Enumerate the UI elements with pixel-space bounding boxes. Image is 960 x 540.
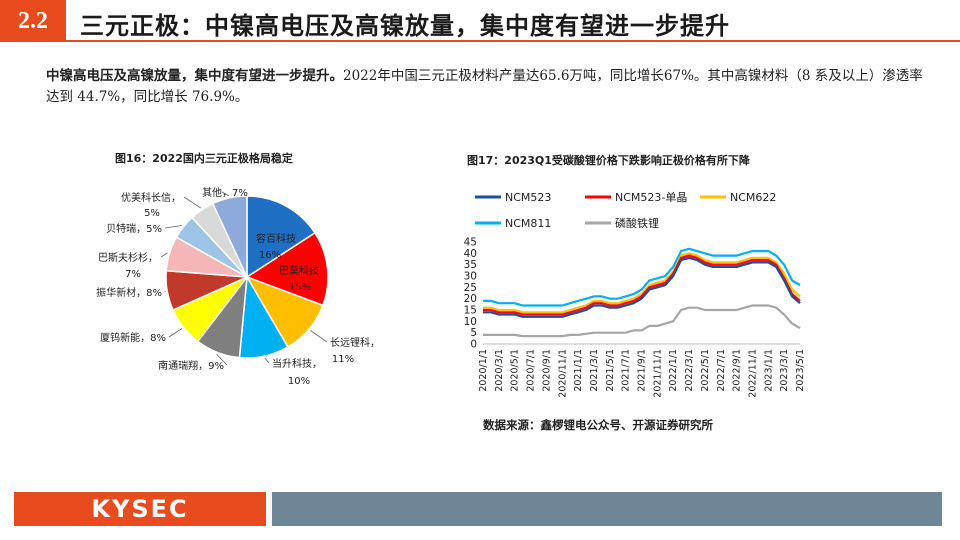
series-line-NCM523 <box>483 256 801 318</box>
x-tick-label: 2022/1/1 <box>668 349 679 392</box>
summary-text: 2022年中国三元正极材料产量达65.6万吨，同比增长67%。其中高镍材料（8 … <box>46 68 923 105</box>
x-tick-label: 2022/9/1 <box>732 349 743 392</box>
pie-slice-容百科技 <box>246 195 316 279</box>
y-tick-label: 10 <box>464 316 477 328</box>
summary-bold: 中镍高电压及高镍放量，集中度有望进一步提升。 <box>46 68 343 84</box>
pie-leader-line <box>216 354 228 366</box>
pie-label-name: 优美科长信， <box>121 191 181 204</box>
title-underline <box>66 40 960 42</box>
x-tick-label: 2020/5/1 <box>510 349 521 392</box>
pie-slice-巴莫科技 <box>245 231 329 307</box>
pie-leader-line <box>164 225 182 229</box>
x-tick-label: 2021/11/1 <box>652 349 663 398</box>
x-tick-label: 2021/7/1 <box>621 349 632 392</box>
pie-label: 厦钨新能，8% <box>100 331 166 344</box>
pie-label-name: 巴斯夫杉杉， <box>98 251 158 264</box>
y-tick-label: 45 <box>464 237 477 249</box>
x-tick-label: 2022/7/1 <box>716 349 727 392</box>
pie-label-value: 7% <box>125 269 141 280</box>
x-tick-label: 2021/9/1 <box>637 349 648 392</box>
pie-leader-line <box>160 252 168 258</box>
figure16-caption: 图16：2022国内三元正极格局稳定 <box>115 152 293 165</box>
x-tick-label: 2022/5/1 <box>700 349 711 392</box>
x-tick-label: 2022/3/1 <box>684 349 695 392</box>
y-tick-label: 30 <box>464 271 477 283</box>
section-number: 2.2 <box>0 0 66 42</box>
pie-slice-其他 <box>211 195 248 278</box>
slide-title: 三元正极：中镍高电压及高镍放量，集中度有望进一步提升 <box>80 12 730 40</box>
pie-label-name: 长远锂科， <box>330 336 380 349</box>
x-tick-label: 2020/9/1 <box>541 349 552 392</box>
y-tick-label: 25 <box>464 282 477 294</box>
y-tick-label: 20 <box>464 293 477 305</box>
footer-bar <box>272 492 942 526</box>
x-tick-label: 2020/11/1 <box>557 349 568 398</box>
pie-leader-line <box>310 330 328 343</box>
legend-label: NCM523-单晶 <box>615 191 687 204</box>
pie-label-value: 10% <box>288 376 310 387</box>
pie-label: 贝特瑞，5% <box>106 223 162 235</box>
pie-leader-line <box>264 357 270 364</box>
legend-label: NCM811 <box>505 217 551 230</box>
x-tick-label: 2020/7/1 <box>526 349 537 392</box>
pie-label: 南通瑞翔，9% <box>158 359 224 372</box>
legend-label: NCM523 <box>505 191 551 204</box>
pie-leader-line <box>221 191 230 197</box>
y-tick-label: 40 <box>464 248 477 260</box>
logo-text: KYSEC <box>91 495 189 523</box>
series-line-NCM811 <box>483 247 801 307</box>
y-tick-label: 5 <box>470 327 477 339</box>
pie-label-value: 5% <box>144 208 160 219</box>
pie-label-value: 11% <box>332 354 354 365</box>
y-tick-label: 0 <box>470 339 477 351</box>
y-tick-label: 15 <box>464 305 477 317</box>
x-tick-label: 2022/11/1 <box>747 349 758 398</box>
series-line-NCM622 <box>483 252 801 314</box>
x-tick-label: 2023/1/1 <box>763 349 774 392</box>
pie-label-name: 当升科技， <box>272 357 322 370</box>
pie-label: 振华新材，8% <box>96 286 162 299</box>
x-tick-label: 2020/1/1 <box>478 349 489 392</box>
summary-paragraph: 中镍高电压及高镍放量，集中度有望进一步提升。2022年中国三元正极材料产量达65… <box>46 66 926 108</box>
figure17-caption: 图17：2023Q1受碳酸锂价格下跌影响正极价格有所下降 <box>467 154 750 167</box>
series-line-磷酸铁锂 <box>483 304 801 338</box>
pie-label-name: 巴莫科技 <box>279 264 319 277</box>
x-tick-label: 2023/3/1 <box>779 349 790 392</box>
x-tick-label: 2020/3/1 <box>494 349 505 392</box>
y-tick-label: 35 <box>464 259 477 271</box>
pie-label-name: 容百科技 <box>256 232 296 245</box>
pie-leader-line <box>168 328 183 338</box>
data-source: 数据来源：鑫椤锂电公众号、开源证券研究所 <box>483 418 713 432</box>
legend-label: NCM622 <box>730 191 776 204</box>
pie-label: 其他，7% <box>202 186 248 199</box>
x-tick-label: 2023/5/1 <box>795 349 806 392</box>
kysec-logo: KYSEC <box>14 492 266 526</box>
x-tick-label: 2021/1/1 <box>573 349 584 392</box>
pie-chart: 容百科技 16% 巴莫科技 15% 长远锂科， 11% 当升科技， 10% 南通瑞翔，9% 厦钨新… <box>96 186 380 387</box>
pie-label-value: 16% <box>259 250 281 261</box>
x-tick-label: 2021/5/1 <box>605 349 616 392</box>
pie-leader-line <box>183 196 202 209</box>
legend-label: 磷酸铁锂 <box>615 216 659 230</box>
x-tick-label: 2021/3/1 <box>589 349 600 392</box>
series-line-NCM523-单晶 <box>483 254 801 316</box>
pie-label-value: 15% <box>289 282 311 293</box>
